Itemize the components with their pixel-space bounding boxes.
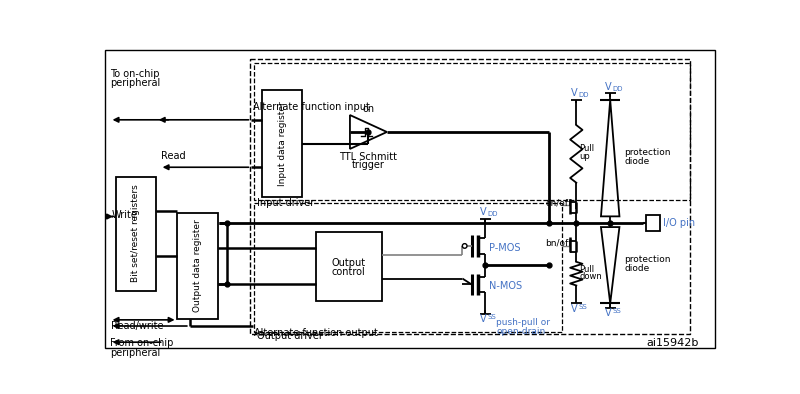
- Bar: [254, 203, 562, 332]
- Text: up: up: [579, 152, 590, 161]
- Text: on: on: [362, 104, 374, 114]
- Text: diode: diode: [624, 157, 650, 166]
- Text: SS: SS: [613, 309, 622, 314]
- Text: protection: protection: [624, 255, 670, 264]
- Text: P-MOS: P-MOS: [489, 243, 520, 253]
- Text: open-drain: open-drain: [496, 327, 546, 336]
- Text: Input driver: Input driver: [257, 198, 314, 208]
- Text: V: V: [605, 309, 611, 318]
- Text: Pull: Pull: [579, 264, 594, 273]
- Text: V: V: [480, 208, 486, 217]
- Bar: [250, 59, 690, 335]
- Text: SS: SS: [578, 304, 587, 310]
- Text: Output data register: Output data register: [193, 219, 202, 312]
- Text: V: V: [605, 82, 611, 92]
- Text: Read: Read: [162, 151, 186, 161]
- Text: bn/off: bn/off: [546, 238, 572, 247]
- Text: TTL Schmitt: TTL Schmitt: [339, 152, 398, 162]
- Text: V: V: [570, 88, 578, 98]
- Text: Output: Output: [332, 258, 366, 268]
- Text: Write: Write: [111, 210, 137, 220]
- Text: I/O pin: I/O pin: [663, 218, 695, 228]
- Text: push-pull or: push-pull or: [496, 318, 550, 327]
- Text: Alternate function input: Alternate function input: [253, 102, 370, 112]
- Text: SS: SS: [488, 314, 497, 320]
- Text: From on-chip: From on-chip: [110, 338, 173, 348]
- Text: down: down: [579, 272, 602, 281]
- Text: peripheral: peripheral: [110, 348, 160, 358]
- Text: V: V: [570, 304, 578, 314]
- Text: Output driver: Output driver: [257, 331, 322, 341]
- Text: trigger: trigger: [352, 160, 385, 171]
- Text: DD: DD: [578, 92, 589, 98]
- Text: DD: DD: [613, 86, 623, 92]
- Text: DD: DD: [488, 212, 498, 217]
- Text: V: V: [480, 314, 486, 325]
- Text: Alternate function output: Alternate function output: [254, 327, 378, 338]
- Text: control: control: [332, 267, 366, 277]
- Text: Bit set/reset registers: Bit set/reset registers: [131, 185, 140, 282]
- Text: ai15942b: ai15942b: [646, 338, 698, 348]
- Text: Input data register: Input data register: [278, 101, 286, 186]
- Bar: [254, 63, 690, 200]
- Text: Read/write: Read/write: [111, 322, 164, 331]
- Bar: [178, 213, 218, 319]
- Bar: [316, 232, 382, 301]
- Bar: [262, 89, 302, 197]
- Text: on/off: on/off: [546, 199, 572, 208]
- Text: N-MOS: N-MOS: [489, 281, 522, 291]
- Text: diode: diode: [624, 264, 650, 273]
- Text: peripheral: peripheral: [110, 78, 160, 88]
- Text: protection: protection: [624, 147, 670, 156]
- Bar: [116, 177, 156, 291]
- Text: Pull: Pull: [579, 145, 594, 153]
- Text: To on-chip: To on-chip: [110, 69, 159, 79]
- Bar: [646, 215, 660, 230]
